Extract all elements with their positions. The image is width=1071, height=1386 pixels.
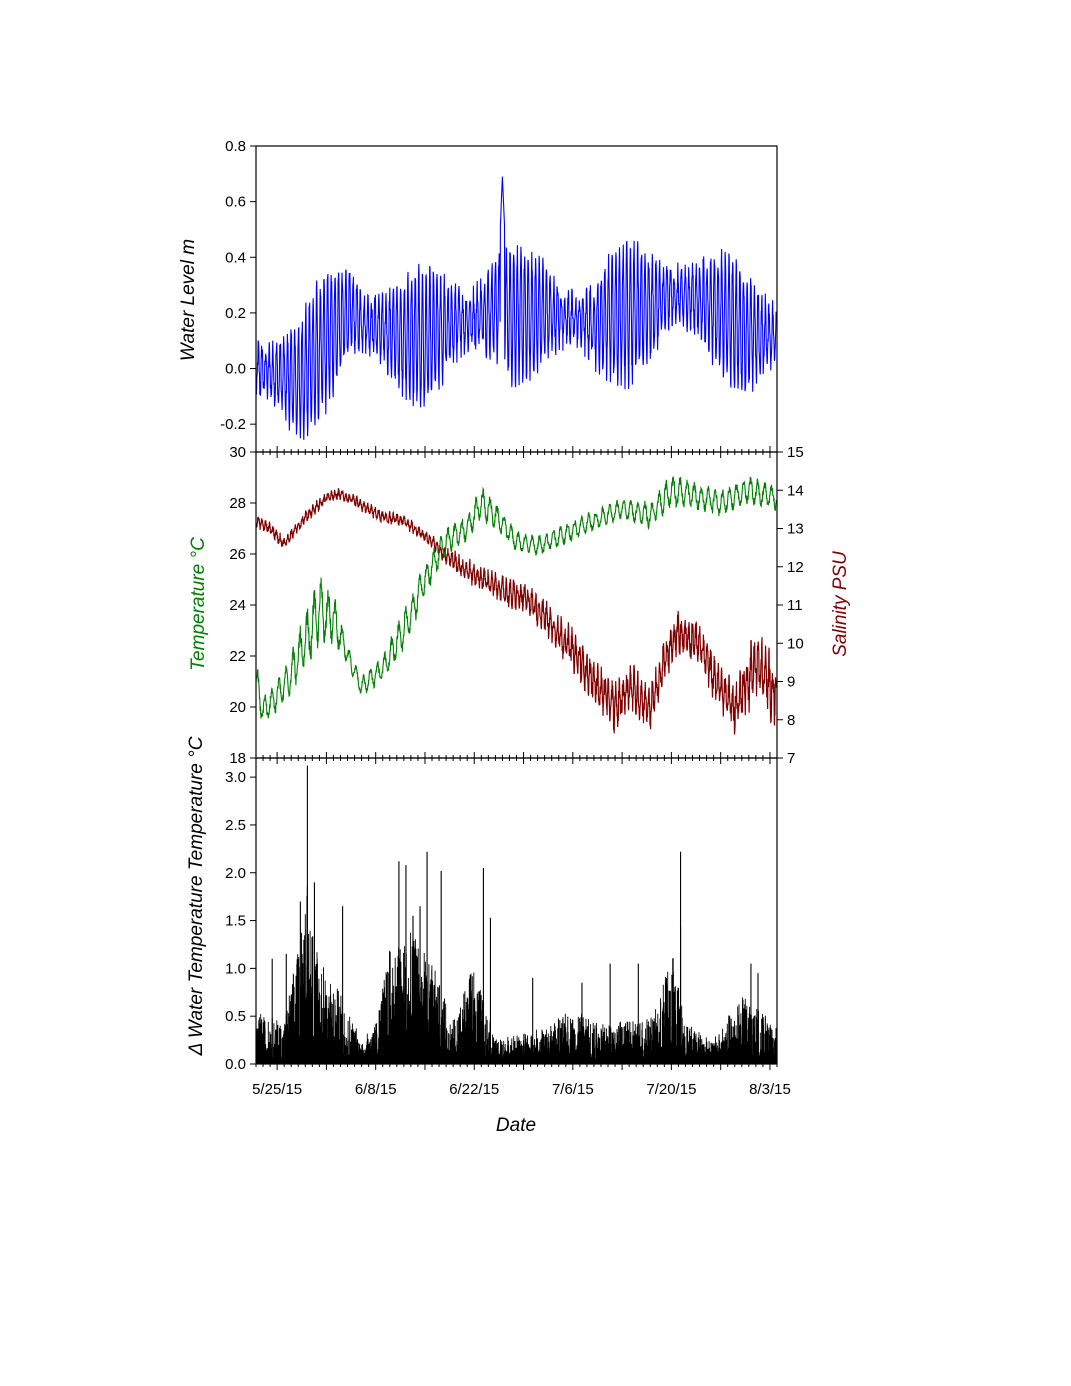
delta-temperature-y-tick-label-1: 2.5 [225, 817, 246, 834]
temperature-y-tick-label-1: 28 [229, 495, 246, 512]
temperature-y-tick-label-5: 20 [229, 699, 246, 716]
temperature-salinity-panel: 30 28 26 24 22 20 18 15 14 13 12 11 10 9 8 7 Temperatu… [188, 444, 851, 767]
temperature-y-tick-label-4: 22 [229, 648, 246, 665]
temperature-series [255, 476, 778, 719]
x-tick-label-4: 7/20/15 [646, 1081, 696, 1098]
temperature-y-tick-label-0: 30 [229, 444, 246, 461]
delta-temperature-y-tick-label-4: 1.0 [225, 960, 246, 977]
salinity-y-tick-label-2: 13 [787, 521, 804, 538]
temperature-y-axis-title: Temperature °C [188, 537, 209, 671]
temperature-y-ticks: 30 28 26 24 22 20 18 [229, 444, 256, 767]
water-level-y-tick-label-0: 0.8 [225, 138, 246, 155]
delta-temperature-plot-frame [255, 757, 778, 1065]
x-tick-label-2: 6/22/15 [449, 1081, 499, 1098]
delta-temperature-y-tick-label-5: 0.5 [225, 1008, 246, 1025]
x-tick-label-5: 8/3/15 [749, 1081, 791, 1098]
water-level-y-ticks: 0.8 0.6 0.4 0.2 0.0 -0.2 [220, 138, 256, 433]
salinity-y-tick-label-0: 15 [787, 444, 804, 461]
salinity-line [255, 488, 778, 735]
salinity-y-tick-label-3: 12 [787, 559, 804, 576]
temperature-line [255, 476, 778, 719]
water-level-y-axis-title: Water Level m [178, 239, 199, 361]
delta-temperature-y-axis-title: Δ Water Temperature Temperature °C [186, 736, 207, 1056]
temperature-y-tick-label-2: 26 [229, 546, 246, 563]
delta-temperature-panel: 3.0 2.5 2.0 1.5 1.0 0.5 0.0 Δ Water Temperatur… [186, 736, 778, 1073]
delta-temperature-series [255, 765, 778, 1064]
salinity-y-axis-title: Salinity PSU [830, 551, 851, 657]
salinity-y-tick-label-8: 7 [787, 750, 795, 767]
water-level-y-tick-label-1: 0.6 [225, 194, 246, 211]
salinity-y-tick-label-6: 9 [787, 674, 795, 691]
salinity-y-tick-label-4: 11 [787, 597, 803, 614]
water-level-y-tick-label-4: 0.0 [225, 361, 246, 378]
delta-temperature-y-tick-label-6: 0.0 [225, 1056, 246, 1073]
temperature-y-tick-label-3: 24 [229, 597, 246, 614]
water-level-y-tick-label-5: -0.2 [220, 416, 246, 433]
delta-temperature-y-ticks: 3.0 2.5 2.0 1.5 1.0 0.5 0.0 [225, 769, 256, 1073]
salinity-series [255, 488, 778, 735]
delta-temperature-y-tick-label-3: 1.5 [225, 913, 246, 930]
water-level-line [255, 176, 778, 440]
x-tick-label-0: 5/25/15 [252, 1081, 302, 1098]
temperature-y-tick-label-6: 18 [229, 750, 246, 767]
salinity-y-tick-label-5: 10 [787, 635, 804, 652]
x-axis-title: Date [496, 1115, 536, 1136]
water-level-panel: 0.8 0.6 0.4 0.2 0.0 -0.2 Water Level m [178, 138, 778, 453]
salinity-y-ticks: 15 14 13 12 11 10 9 8 7 [777, 444, 804, 767]
water-level-y-tick-label-2: 0.4 [225, 249, 246, 266]
delta-temperature-y-tick-label-2: 2.0 [225, 865, 246, 882]
x-tick-label-1: 6/8/15 [355, 1081, 397, 1098]
x-tick-label-3: 7/6/15 [552, 1081, 594, 1098]
water-level-y-tick-label-3: 0.2 [225, 305, 246, 322]
salinity-y-tick-label-7: 8 [787, 712, 795, 729]
x-axis-ticks: 5/25/15 6/8/15 6/22/15 7/6/15 7/20/15 8/3/15 [252, 446, 791, 1098]
water-level-series [255, 176, 778, 440]
salinity-y-tick-label-1: 14 [787, 482, 804, 499]
delta-temperature-spikes [255, 886, 778, 1064]
delta-temperature-y-tick-label-0: 3.0 [225, 769, 246, 786]
